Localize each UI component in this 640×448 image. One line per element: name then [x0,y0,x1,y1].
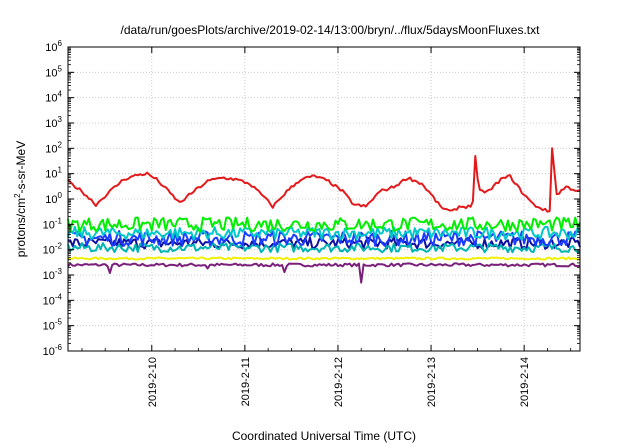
x-axis-ticks: 2019-2-10 2019-2-11 2019-2-12 2019-2-13 2019… [81,47,572,407]
y-axis-label: protons/cm2-s-sr-MeV [13,141,28,257]
y-tick-label: 10-3 [43,267,63,282]
x-tick-label: 2019-2-13 [426,357,438,407]
x-tick-label: 2019-2-14 [519,357,531,407]
y-axis-ticks: 106 105 104 103 102 101 100 10-1 10-2 10-3 10-4 10-… [43,39,580,358]
series-line-8 [67,262,581,284]
y-tick-label: 10-5 [43,318,63,333]
series-line-3 [67,225,581,241]
x-axis-label: Coordinated Universal Time (UTC) [232,429,416,443]
y-tick-label: 10-6 [43,343,63,358]
series-line-7 [67,256,581,261]
x-tick-label: 2019-2-10 [147,357,159,407]
y-tick-label: 101 [45,166,62,181]
y-tick-label: 103 [45,115,62,130]
y-tick-label: 10-4 [43,292,63,307]
y-tick-label: 102 [45,140,62,155]
y-tick-label: 105 [45,64,62,79]
x-tick-label: 2019-2-11 [240,357,252,406]
y-tick-label: 104 [45,90,62,105]
y-tick-label: 10-1 [43,216,63,231]
series-line-2 [67,216,581,233]
grid [68,47,580,351]
y-axis-label-pre: protons/cm [14,198,28,257]
y-tick-label: 100 [45,191,62,206]
y-axis-label-post: -s-sr-MeV [14,141,28,194]
chart-title: /data/run/goesPlots/archive/2019-02-14/1… [121,23,541,37]
series-line-5 [67,242,581,254]
x-tick-label: 2019-2-12 [333,357,345,407]
y-tick-label: 10-2 [43,242,63,257]
y-tick-label: 106 [45,39,62,54]
series-line-1 [67,147,581,213]
y-axis-label-sup: 2 [13,193,22,198]
series-group [67,147,581,284]
